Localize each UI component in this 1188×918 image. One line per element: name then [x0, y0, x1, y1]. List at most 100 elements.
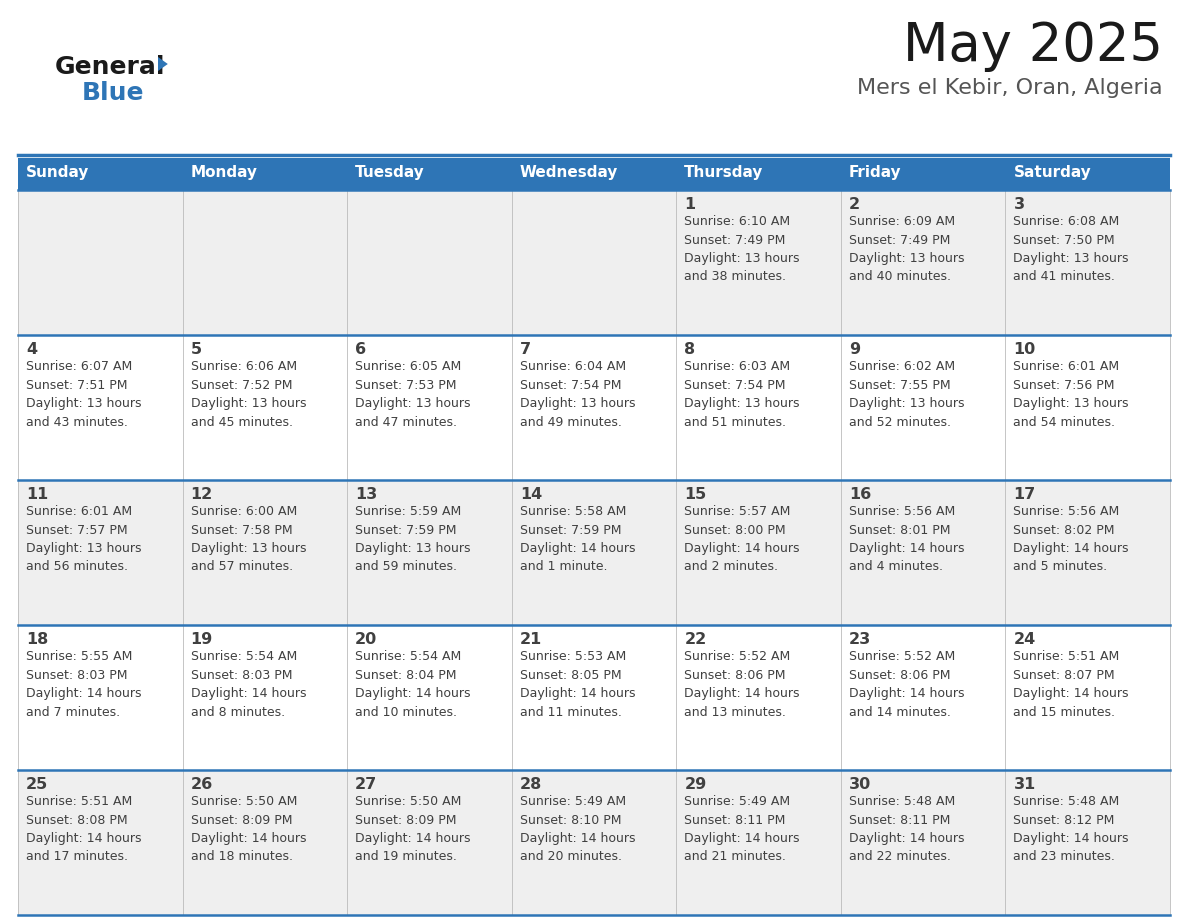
Text: and 54 minutes.: and 54 minutes. — [1013, 416, 1116, 429]
Text: Thursday: Thursday — [684, 165, 764, 180]
Text: Sunset: 8:03 PM: Sunset: 8:03 PM — [190, 668, 292, 682]
Text: and 51 minutes.: and 51 minutes. — [684, 416, 786, 429]
Text: Daylight: 13 hours: Daylight: 13 hours — [849, 252, 965, 265]
Text: Sunrise: 6:03 AM: Sunrise: 6:03 AM — [684, 361, 790, 374]
Text: Sunrise: 6:02 AM: Sunrise: 6:02 AM — [849, 361, 955, 374]
Text: Sunset: 7:52 PM: Sunset: 7:52 PM — [190, 379, 292, 392]
Text: 27: 27 — [355, 777, 378, 792]
Text: 22: 22 — [684, 632, 707, 647]
Text: and 7 minutes.: and 7 minutes. — [26, 706, 120, 719]
Text: and 22 minutes.: and 22 minutes. — [849, 850, 950, 864]
Text: Sunset: 8:06 PM: Sunset: 8:06 PM — [684, 668, 785, 682]
Text: Sunrise: 5:52 AM: Sunrise: 5:52 AM — [849, 650, 955, 664]
Text: Sunrise: 5:51 AM: Sunrise: 5:51 AM — [26, 795, 132, 809]
Text: Sunset: 8:08 PM: Sunset: 8:08 PM — [26, 813, 127, 827]
Text: Sunrise: 6:09 AM: Sunrise: 6:09 AM — [849, 216, 955, 229]
Text: Sunset: 8:10 PM: Sunset: 8:10 PM — [519, 813, 621, 827]
Text: and 1 minute.: and 1 minute. — [519, 561, 607, 574]
Text: 9: 9 — [849, 342, 860, 357]
Text: Sunset: 8:09 PM: Sunset: 8:09 PM — [190, 813, 292, 827]
Text: Sunrise: 5:57 AM: Sunrise: 5:57 AM — [684, 506, 791, 519]
Text: Sunset: 7:57 PM: Sunset: 7:57 PM — [26, 524, 127, 537]
Text: Sunset: 8:11 PM: Sunset: 8:11 PM — [849, 813, 950, 827]
Text: 13: 13 — [355, 487, 378, 502]
Text: Sunrise: 5:48 AM: Sunrise: 5:48 AM — [849, 795, 955, 809]
Text: Sunset: 7:59 PM: Sunset: 7:59 PM — [519, 524, 621, 537]
Text: and 11 minutes.: and 11 minutes. — [519, 706, 621, 719]
Text: Daylight: 14 hours: Daylight: 14 hours — [519, 688, 636, 700]
Text: Daylight: 14 hours: Daylight: 14 hours — [1013, 832, 1129, 845]
Text: Daylight: 14 hours: Daylight: 14 hours — [519, 832, 636, 845]
Text: and 5 minutes.: and 5 minutes. — [1013, 561, 1107, 574]
Text: Sunset: 7:56 PM: Sunset: 7:56 PM — [1013, 379, 1114, 392]
Text: Sunrise: 6:08 AM: Sunrise: 6:08 AM — [1013, 216, 1119, 229]
Text: 14: 14 — [519, 487, 542, 502]
Text: Sunrise: 5:58 AM: Sunrise: 5:58 AM — [519, 506, 626, 519]
Text: Daylight: 13 hours: Daylight: 13 hours — [190, 543, 307, 555]
Text: Sunrise: 6:04 AM: Sunrise: 6:04 AM — [519, 361, 626, 374]
Text: Sunset: 8:00 PM: Sunset: 8:00 PM — [684, 524, 786, 537]
Text: 21: 21 — [519, 632, 542, 647]
Text: Sunrise: 5:50 AM: Sunrise: 5:50 AM — [190, 795, 297, 809]
Text: Daylight: 13 hours: Daylight: 13 hours — [684, 252, 800, 265]
Text: and 19 minutes.: and 19 minutes. — [355, 850, 457, 864]
Text: and 43 minutes.: and 43 minutes. — [26, 416, 128, 429]
Text: 17: 17 — [1013, 487, 1036, 502]
Text: and 20 minutes.: and 20 minutes. — [519, 850, 621, 864]
Text: Sunset: 7:50 PM: Sunset: 7:50 PM — [1013, 234, 1116, 247]
Text: 15: 15 — [684, 487, 707, 502]
Text: Daylight: 13 hours: Daylight: 13 hours — [684, 397, 800, 410]
Text: Sunrise: 5:52 AM: Sunrise: 5:52 AM — [684, 650, 790, 664]
Text: Daylight: 13 hours: Daylight: 13 hours — [519, 397, 636, 410]
Text: Daylight: 14 hours: Daylight: 14 hours — [684, 688, 800, 700]
Text: Sunrise: 5:53 AM: Sunrise: 5:53 AM — [519, 650, 626, 664]
Text: and 10 minutes.: and 10 minutes. — [355, 706, 457, 719]
Text: Sunset: 8:09 PM: Sunset: 8:09 PM — [355, 813, 456, 827]
Text: 16: 16 — [849, 487, 871, 502]
Text: Sunset: 8:05 PM: Sunset: 8:05 PM — [519, 668, 621, 682]
Text: 7: 7 — [519, 342, 531, 357]
Text: Sunset: 8:02 PM: Sunset: 8:02 PM — [1013, 524, 1114, 537]
Text: Daylight: 14 hours: Daylight: 14 hours — [684, 543, 800, 555]
Text: and 45 minutes.: and 45 minutes. — [190, 416, 292, 429]
Text: Sunset: 7:49 PM: Sunset: 7:49 PM — [684, 234, 785, 247]
Text: and 21 minutes.: and 21 minutes. — [684, 850, 786, 864]
Text: and 23 minutes.: and 23 minutes. — [1013, 850, 1116, 864]
Text: and 4 minutes.: and 4 minutes. — [849, 561, 943, 574]
Text: Sunset: 7:58 PM: Sunset: 7:58 PM — [190, 524, 292, 537]
Polygon shape — [158, 57, 168, 71]
Text: 2: 2 — [849, 197, 860, 212]
Text: Sunrise: 6:01 AM: Sunrise: 6:01 AM — [26, 506, 132, 519]
Text: 8: 8 — [684, 342, 695, 357]
Text: 20: 20 — [355, 632, 378, 647]
Text: 29: 29 — [684, 777, 707, 792]
Text: 30: 30 — [849, 777, 871, 792]
Text: 25: 25 — [26, 777, 49, 792]
Text: Daylight: 14 hours: Daylight: 14 hours — [26, 688, 141, 700]
Text: Sunrise: 5:54 AM: Sunrise: 5:54 AM — [190, 650, 297, 664]
Text: Sunset: 8:12 PM: Sunset: 8:12 PM — [1013, 813, 1114, 827]
Text: May 2025: May 2025 — [903, 20, 1163, 72]
Text: Daylight: 14 hours: Daylight: 14 hours — [849, 832, 965, 845]
Text: 6: 6 — [355, 342, 366, 357]
Text: and 59 minutes.: and 59 minutes. — [355, 561, 457, 574]
Text: and 41 minutes.: and 41 minutes. — [1013, 271, 1116, 284]
Text: 11: 11 — [26, 487, 49, 502]
Text: Daylight: 14 hours: Daylight: 14 hours — [1013, 543, 1129, 555]
Bar — [18, 770, 1170, 915]
Text: and 38 minutes.: and 38 minutes. — [684, 271, 786, 284]
Text: and 56 minutes.: and 56 minutes. — [26, 561, 128, 574]
Text: and 18 minutes.: and 18 minutes. — [190, 850, 292, 864]
Text: Daylight: 13 hours: Daylight: 13 hours — [26, 543, 141, 555]
Text: Sunrise: 6:00 AM: Sunrise: 6:00 AM — [190, 506, 297, 519]
Text: Daylight: 13 hours: Daylight: 13 hours — [26, 397, 141, 410]
Text: and 15 minutes.: and 15 minutes. — [1013, 706, 1116, 719]
Text: and 40 minutes.: and 40 minutes. — [849, 271, 950, 284]
Text: Sunrise: 5:54 AM: Sunrise: 5:54 AM — [355, 650, 461, 664]
Text: 18: 18 — [26, 632, 49, 647]
Bar — [18, 158, 1170, 190]
Text: and 17 minutes.: and 17 minutes. — [26, 850, 128, 864]
Text: Sunday: Sunday — [26, 165, 89, 180]
Text: Sunset: 8:01 PM: Sunset: 8:01 PM — [849, 524, 950, 537]
Text: 3: 3 — [1013, 197, 1024, 212]
